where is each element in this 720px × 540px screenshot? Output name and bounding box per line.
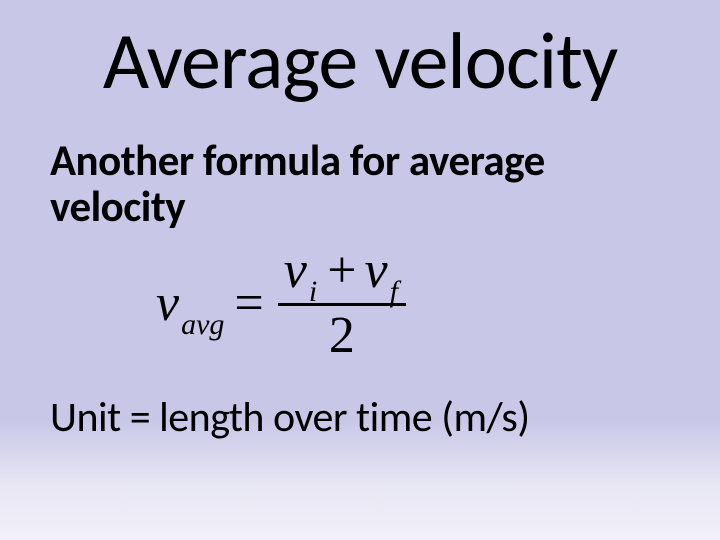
num-term1-sub: i [309, 277, 317, 307]
formula-lhs: v avg [156, 274, 226, 333]
formula-denominator: 2 [329, 308, 355, 362]
formula-lhs-sub: avg [181, 308, 224, 342]
num-term1-var: v [284, 245, 307, 297]
num-term2-var: v [365, 245, 388, 297]
num-term2-sub: f [390, 277, 398, 307]
avg-velocity-formula: v avg = v i + v f 2 [156, 245, 406, 362]
unit-line: Unit = length over time (m/s) [48, 392, 672, 443]
slide: Average velocity Another formula for ave… [0, 0, 720, 540]
num-plus: + [327, 245, 356, 297]
slide-subtitle: Another formula for average velocity [48, 138, 672, 231]
fraction-bar [278, 303, 406, 306]
formula-lhs-var: v [156, 274, 179, 333]
formula-container: v avg = v i + v f 2 [48, 245, 672, 362]
formula-fraction: v i + v f 2 [278, 245, 406, 362]
formula-numerator: v i + v f [278, 245, 406, 301]
slide-title: Average velocity [48, 22, 672, 102]
formula-equals: = [234, 274, 263, 333]
